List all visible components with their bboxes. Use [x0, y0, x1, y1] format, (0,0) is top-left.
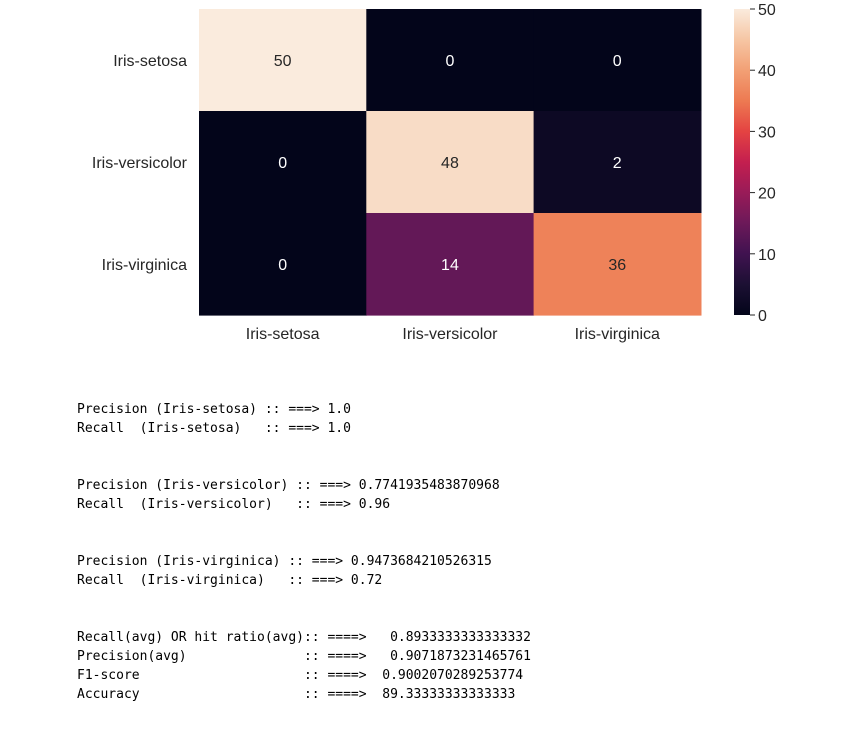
cell-value-label: 0 — [278, 155, 287, 172]
heatmap-cell — [366, 213, 535, 316]
colorbar — [734, 9, 750, 315]
heatmap-cell — [199, 111, 367, 214]
heatmap-cell — [533, 9, 702, 112]
output-line: Recall (Iris-setosa) :: ===> 1.0 — [77, 421, 351, 436]
cell-value-label: 50 — [274, 53, 292, 70]
heatmap-cell — [366, 111, 535, 214]
row-tick-label: Iris-setosa — [113, 53, 187, 70]
cell-value-label: 14 — [441, 257, 459, 274]
cell-value-label: 2 — [613, 155, 622, 172]
output-blank-line — [77, 609, 531, 628]
cell-value-label: 0 — [613, 53, 622, 70]
cell-value-label: 36 — [608, 257, 626, 274]
cell-value-label: 48 — [441, 155, 459, 172]
heatmap-cell — [533, 111, 702, 214]
cell-value-label: 0 — [278, 257, 287, 274]
column-tick-label: Iris-versicolor — [402, 326, 498, 343]
output-blank-line — [77, 457, 531, 476]
heatmap-cell — [199, 213, 367, 316]
row-tick-label: Iris-virginica — [102, 257, 187, 274]
output-blank-line — [77, 533, 531, 552]
cell-value-label: 0 — [445, 53, 454, 70]
output-blank-line — [77, 590, 531, 609]
output-blank-line — [77, 438, 531, 457]
colorbar-tick-label: 40 — [758, 63, 776, 80]
heatmap-cell — [366, 9, 535, 112]
output-blank-line — [77, 514, 531, 533]
column-tick-label: Iris-virginica — [575, 326, 660, 343]
confusion-matrix-heatmap: 50 0 00 48 20 14 36Iris-setosaIris-versicolorI… — [92, 2, 776, 343]
column-tick-label: Iris-setosa — [246, 326, 320, 343]
colorbar-tick-label: 30 — [758, 124, 776, 141]
output-line: Precision (Iris-versicolor) :: ===> 0.77… — [77, 478, 500, 493]
output-line: Recall (Iris-versicolor) :: ===> 0.96 — [77, 497, 391, 512]
colorbar-tick-label: 20 — [758, 186, 776, 203]
colorbar-tick-label: 0 — [758, 308, 767, 325]
row-tick-label: Iris-versicolor — [92, 155, 188, 172]
output-line: F1-score :: ====> 0.9002070289253774 — [77, 668, 524, 683]
colorbar-tick-label: 10 — [758, 247, 776, 264]
output-line: Precision (Iris-setosa) :: ===> 1.0 — [77, 402, 351, 417]
output-line: Accuracy :: ====> 89.33333333333333 — [77, 687, 516, 702]
colorbar-tick-label: 50 — [758, 2, 776, 19]
output-line: Precision (Iris-virginica) :: ===> 0.947… — [77, 554, 492, 569]
output-line: Precision(avg) :: ====> 0.90718732314657… — [77, 649, 531, 664]
heatmap-cell — [533, 213, 702, 316]
output-line: Recall(avg) OR hit ratio(avg):: ====> 0.… — [77, 630, 531, 645]
heatmap-cell — [199, 9, 367, 112]
output-line: Recall (Iris-virginica) :: ===> 0.72 — [77, 573, 383, 588]
